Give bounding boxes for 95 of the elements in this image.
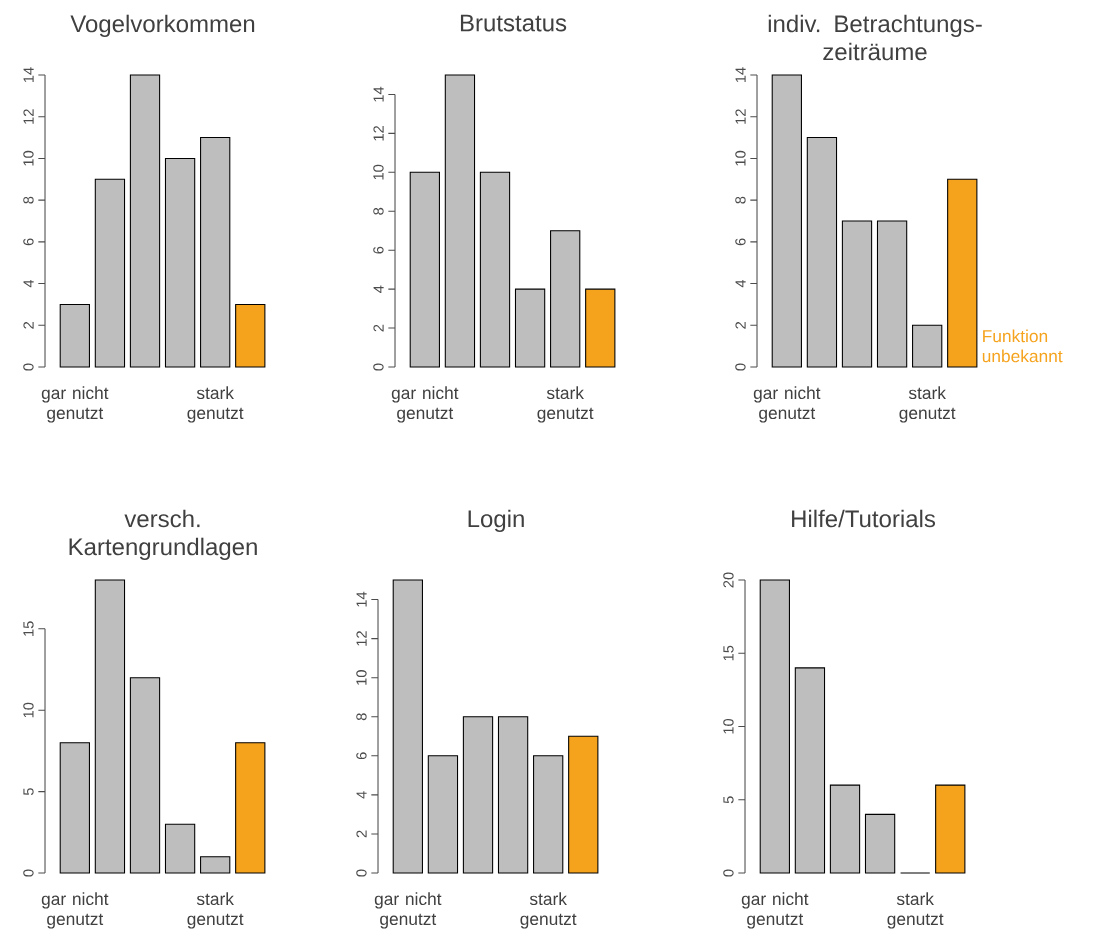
y-tick-label: 2 xyxy=(356,830,367,838)
y-tick-label: 12 xyxy=(735,109,746,124)
y-tick-label: 10 xyxy=(735,150,746,166)
bar xyxy=(94,579,126,874)
chart-title: indiv. Betrachtungs-zeiträume xyxy=(768,14,982,61)
bar xyxy=(947,178,978,368)
y-tick-label: 8 xyxy=(373,207,384,215)
y-tick-label: 6 xyxy=(23,238,34,246)
y-tick-label: 12 xyxy=(373,125,384,141)
bar xyxy=(129,677,161,874)
y-tick-label: 20 xyxy=(723,572,734,588)
y-tick-label: 4 xyxy=(356,791,367,799)
y-tick-label: 6 xyxy=(735,238,746,246)
bar xyxy=(392,579,423,874)
bar xyxy=(479,171,511,368)
y-tick-label: 14 xyxy=(23,67,34,83)
bar xyxy=(514,288,546,368)
y-tick-label: 10 xyxy=(23,702,34,718)
bar xyxy=(864,813,896,874)
chart-title: Hilfe/Tutorials xyxy=(792,509,936,528)
y-tick-label: 5 xyxy=(723,796,734,804)
bar xyxy=(59,742,90,874)
x-tick-label: gar nicht genutzt xyxy=(41,892,109,929)
y-tick-label: 8 xyxy=(356,713,367,721)
bar xyxy=(533,755,564,874)
bar xyxy=(235,303,266,368)
x-tick-label: stark genutzt xyxy=(887,892,944,929)
y-tick-label: 2 xyxy=(23,321,34,329)
bar xyxy=(568,735,599,874)
bar xyxy=(794,667,826,874)
y-tick-label: 15 xyxy=(23,621,34,636)
y-tick-label: 10 xyxy=(373,164,384,180)
y-tick-label: 10 xyxy=(356,670,367,685)
bar xyxy=(427,755,459,874)
y-tick-label: 14 xyxy=(735,67,746,83)
bar xyxy=(200,856,231,874)
x-tick-label: stark genutzt xyxy=(899,386,956,423)
y-tick-label: 8 xyxy=(735,196,746,204)
bar xyxy=(876,220,908,368)
y-tick-label: 4 xyxy=(735,279,746,288)
x-tick-label: stark genutzt xyxy=(187,386,244,423)
y-tick-label: 2 xyxy=(373,324,384,332)
y-tick-label: 8 xyxy=(23,196,34,204)
bar xyxy=(235,742,266,874)
bar xyxy=(806,137,838,368)
bar xyxy=(771,74,802,368)
y-tick-label: 10 xyxy=(23,150,34,166)
chart-title: Login xyxy=(468,509,524,533)
y-tick-label: 5 xyxy=(23,788,34,796)
x-tick-label: gar nicht genutzt xyxy=(374,892,442,929)
y-tick-label: 0 xyxy=(23,363,34,371)
chart-title: versch. Kartengrundlagen xyxy=(69,509,257,561)
y-tick-label: 14 xyxy=(356,591,367,607)
x-tick-label: stark genutzt xyxy=(187,892,244,929)
bar xyxy=(129,74,161,368)
bar xyxy=(59,303,90,368)
y-tick-label: 4 xyxy=(23,279,34,288)
bar xyxy=(409,171,440,368)
chart-title: Vogelvorkommen xyxy=(70,14,255,38)
y-tick-label: 2 xyxy=(735,321,746,329)
bar xyxy=(912,324,943,368)
x-tick-label: stark genutzt xyxy=(537,386,594,423)
x-tick-label: gar nicht genutzt xyxy=(753,386,821,423)
y-tick-label: 14 xyxy=(373,86,384,102)
bar xyxy=(444,74,476,368)
bar xyxy=(164,157,196,368)
y-tick-label: 0 xyxy=(373,363,384,371)
bar xyxy=(759,579,790,874)
y-tick-label: 6 xyxy=(356,752,367,760)
bar xyxy=(164,823,196,874)
y-tick-label: 4 xyxy=(373,285,384,293)
y-tick-label: 0 xyxy=(723,869,734,877)
y-tick-label: 0 xyxy=(735,363,746,371)
bar xyxy=(550,230,581,368)
y-tick-label: 15 xyxy=(723,645,734,661)
bar xyxy=(200,137,231,368)
x-tick-label: gar nicht genutzt xyxy=(391,386,459,423)
y-tick-label: 0 xyxy=(356,869,367,877)
bar xyxy=(462,716,494,874)
y-tick-label: 6 xyxy=(373,246,384,254)
bar xyxy=(585,288,616,368)
bar xyxy=(829,784,861,874)
y-tick-label: 0 xyxy=(23,869,34,877)
chart-title: Brutstatus xyxy=(460,14,567,32)
text: Funktion unbekannt xyxy=(982,329,1063,363)
bar xyxy=(935,784,966,874)
y-tick-label: 12 xyxy=(23,109,34,124)
y-tick-label: 10 xyxy=(723,718,734,734)
bar xyxy=(497,716,529,874)
y-tick-label: 12 xyxy=(356,631,367,646)
x-tick-label: stark genutzt xyxy=(520,892,577,929)
x-tick-label: gar nicht genutzt xyxy=(41,386,109,423)
bar xyxy=(94,178,126,368)
x-tick-label: gar nicht genutzt xyxy=(741,892,809,929)
bar xyxy=(841,220,873,368)
